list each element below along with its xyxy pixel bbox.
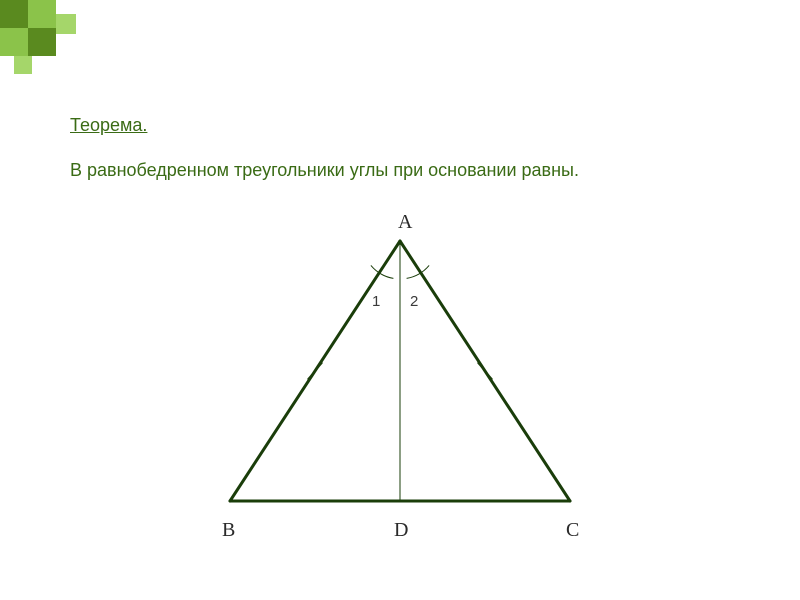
triangle-svg <box>150 201 650 541</box>
vertex-A-label: A <box>398 211 412 234</box>
decoration-square <box>56 14 76 34</box>
content-area: Теорема. В равнобедренном треугольники у… <box>70 115 760 541</box>
decoration-square <box>0 0 28 28</box>
theorem-statement: В равнобедренном треугольники углы при о… <box>70 160 760 181</box>
decoration-square <box>28 0 56 28</box>
vertex-C-label: C <box>566 519 579 542</box>
decoration-square <box>14 56 32 74</box>
vertex-B-label: B <box>222 519 235 542</box>
vertex-D-label: D <box>394 519 408 542</box>
angle-1-label: 1 <box>372 293 380 310</box>
decoration-square <box>0 28 28 56</box>
corner-decoration <box>0 0 120 75</box>
decoration-square <box>28 28 56 56</box>
triangle-diagram: A B C D 1 2 <box>150 201 650 541</box>
theorem-title: Теорема. <box>70 115 760 136</box>
angle-2-label: 2 <box>410 293 418 310</box>
